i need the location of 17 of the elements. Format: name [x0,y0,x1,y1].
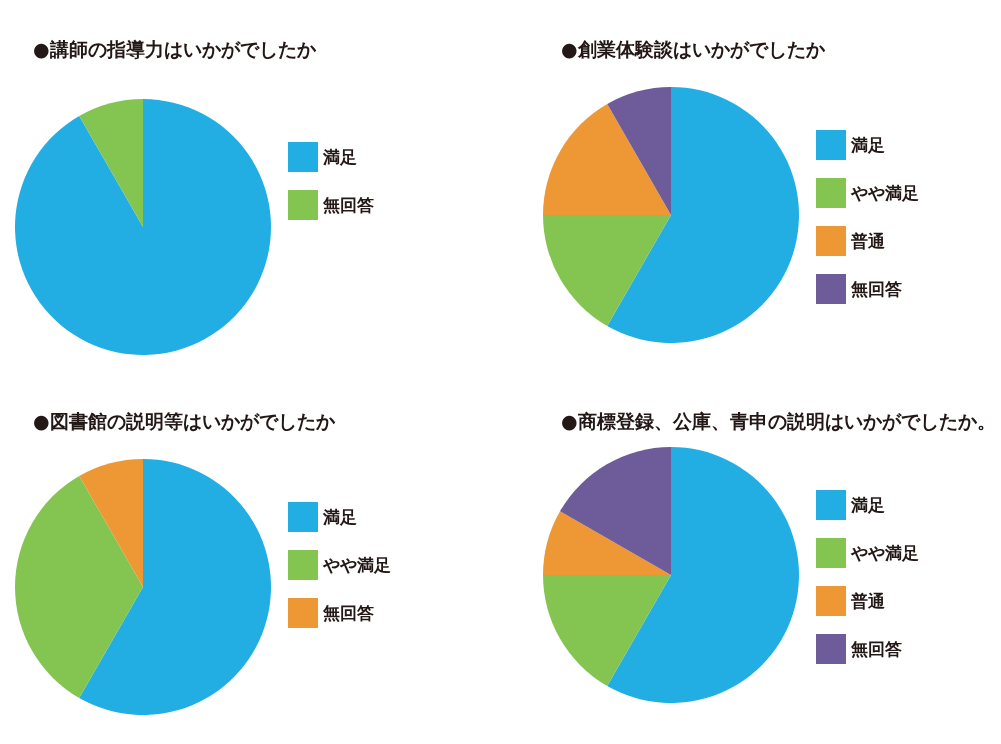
chart-title: ●創業体験談はいかがでしたか [561,37,826,60]
legend-label: 無回答 [850,639,902,659]
legend-label: やや満足 [850,543,919,563]
legend-label: やや満足 [322,555,391,575]
legend-label: 満足 [850,495,885,515]
legend-label: やや満足 [850,183,919,203]
legend-label: 満足 [850,135,885,155]
legend-label: 普通 [850,231,885,251]
chart-title: ●商標登録、公庫、青申の説明はいかがでしたか。 [561,409,996,432]
chart-title: ●講師の指導力はいかがでしたか [33,37,317,60]
legend-label: 満足 [322,147,357,167]
chart-title: ●図書館の説明等はいかがでしたか [33,409,336,432]
legend-label: 無回答 [322,603,374,623]
legend-label: 無回答 [322,195,374,215]
legend-label: 普通 [850,591,885,611]
legend-label: 無回答 [850,279,902,299]
legend-label: 満足 [322,507,357,527]
